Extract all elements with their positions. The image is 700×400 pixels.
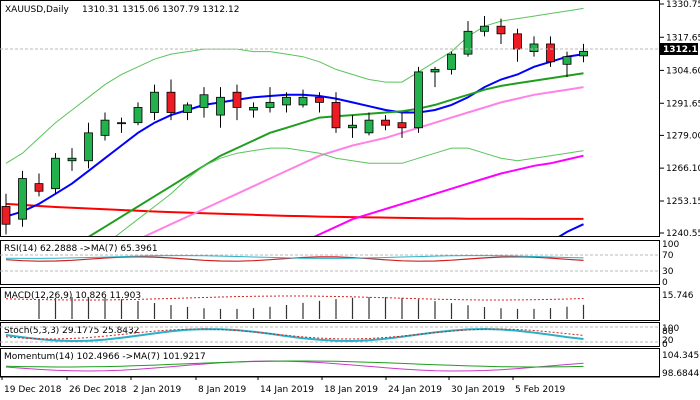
candle-body bbox=[579, 50, 588, 57]
candle-body bbox=[133, 107, 143, 124]
stoch-pane[interactable] bbox=[0, 322, 660, 347]
stoch-level-20: 20 bbox=[662, 336, 674, 346]
candle-body bbox=[183, 104, 192, 113]
candle-body bbox=[282, 96, 291, 106]
candle-body bbox=[100, 119, 110, 136]
candle-body bbox=[18, 178, 27, 220]
candle-body bbox=[166, 91, 176, 113]
time-tick-label: 26 Dec 2018 bbox=[69, 385, 127, 395]
rsi-level-30: 30 bbox=[662, 267, 674, 277]
momentum-label: Momentum(14) 102.4966 ->MA(7) 101.9217 bbox=[4, 352, 206, 362]
price-tick-label: 1240.55 bbox=[666, 229, 700, 239]
price-tick-label: 1317.65 bbox=[666, 33, 700, 43]
candle-body bbox=[480, 25, 489, 32]
candle-body bbox=[298, 96, 308, 106]
time-tick-label: 14 Jan 2019 bbox=[260, 385, 314, 395]
momentum-ma-line bbox=[5, 360, 584, 368]
price-tick-label: 1266.10 bbox=[666, 164, 700, 174]
candle-body bbox=[34, 183, 44, 192]
macd-histogram bbox=[38, 297, 585, 319]
candle-body bbox=[249, 107, 258, 111]
candle-body bbox=[331, 101, 341, 129]
price-axis: 1330.75 1317.65 1304.60 1291.65 1279.00 1266.… bbox=[660, 0, 700, 239]
last-price-value: 1312.12 bbox=[663, 45, 700, 55]
overlay-line bbox=[5, 202, 584, 220]
candle-body bbox=[496, 25, 506, 35]
rsi-level-100: 100 bbox=[662, 240, 679, 250]
candle-body bbox=[546, 43, 555, 63]
candle-body bbox=[381, 119, 390, 126]
momentum-bottom-value: 98.6844 bbox=[662, 369, 699, 379]
candle-body bbox=[529, 43, 539, 53]
price-tick-label: 1304.60 bbox=[666, 66, 700, 76]
candle-body bbox=[232, 91, 242, 108]
candle-body bbox=[199, 94, 209, 108]
time-tick-label: 19 Dec 2018 bbox=[4, 385, 62, 395]
candle-body bbox=[348, 124, 357, 129]
momentum-line bbox=[5, 360, 584, 372]
candle-body bbox=[1, 206, 11, 225]
overlay-line bbox=[5, 7, 584, 164]
overlay-line bbox=[88, 72, 584, 236]
price-tick-label: 1330.75 bbox=[666, 0, 700, 10]
candle-body bbox=[364, 119, 374, 134]
moving-average-overlays bbox=[5, 7, 584, 236]
time-tick-label: 2 Jan 2019 bbox=[133, 385, 181, 395]
candle-body bbox=[216, 96, 225, 116]
stoch-level-0: 0 bbox=[662, 340, 668, 350]
rsi-ma-line bbox=[5, 255, 584, 259]
candle-body bbox=[447, 53, 456, 70]
overlay-line bbox=[5, 53, 584, 218]
last-price-marker bbox=[660, 43, 698, 55]
candlestick-series bbox=[1, 16, 588, 235]
chart-symbol: XAUUSD,Daily bbox=[5, 5, 69, 15]
stoch-level-80: 80 bbox=[662, 327, 674, 337]
macd-signal-line bbox=[5, 295, 584, 301]
time-tick-label: 24 Jan 2019 bbox=[388, 385, 442, 395]
candle-body bbox=[397, 122, 407, 129]
price-tick-label: 1279.00 bbox=[666, 131, 700, 141]
macd-pane[interactable] bbox=[0, 287, 660, 321]
stoch-label: Stoch(5,3,3) 29.1775 25.8432 bbox=[4, 326, 139, 336]
momentum-top-value: 104.3456 bbox=[662, 351, 700, 361]
candle-body bbox=[67, 157, 77, 162]
overlay-line bbox=[313, 154, 584, 236]
stoch-level-100: 100 bbox=[662, 324, 679, 334]
stoch-d-line bbox=[5, 328, 584, 340]
rsi-level-0: 0 bbox=[662, 278, 668, 288]
macd-top-value: 15.746 bbox=[662, 291, 694, 301]
candle-body bbox=[315, 96, 324, 103]
candle-body bbox=[562, 56, 572, 65]
price-tick-label: 1253.15 bbox=[666, 197, 700, 207]
candle-body bbox=[117, 122, 126, 125]
time-tick-label: 5 Feb 2019 bbox=[515, 385, 566, 395]
time-tick-label: 30 Jan 2019 bbox=[451, 385, 505, 395]
candle-body bbox=[414, 71, 423, 129]
candle-body bbox=[150, 91, 159, 113]
candle-body bbox=[84, 132, 93, 162]
candle-body bbox=[430, 68, 440, 73]
rsi-level-70: 70 bbox=[662, 251, 674, 261]
rsi-pane[interactable] bbox=[0, 240, 660, 285]
time-tick-label: 18 Jan 2019 bbox=[324, 385, 378, 395]
time-tick-label: 8 Jan 2019 bbox=[198, 385, 246, 395]
candle-body bbox=[513, 33, 522, 50]
time-axis: 19 Dec 2018 26 Dec 2018 2 Jan 2019 8 Jan 20… bbox=[1, 377, 566, 395]
overlay-line bbox=[143, 86, 584, 236]
macd-label: MACD(12,26,9) 10.826 11.903 bbox=[4, 291, 141, 301]
overlay-line bbox=[115, 147, 584, 236]
stoch-k-line bbox=[5, 327, 584, 343]
candle-body bbox=[463, 30, 473, 55]
ohlc-values: 1310.31 1315.06 1307.79 1312.12 bbox=[82, 5, 239, 15]
candle-body bbox=[51, 157, 60, 190]
price-tick-label: 1291.65 bbox=[666, 99, 700, 109]
price-pane[interactable] bbox=[0, 0, 660, 237]
candle-body bbox=[265, 101, 275, 108]
rsi-label: RSI(14) 62.2888 ->MA(7) 65.3961 bbox=[4, 244, 158, 254]
